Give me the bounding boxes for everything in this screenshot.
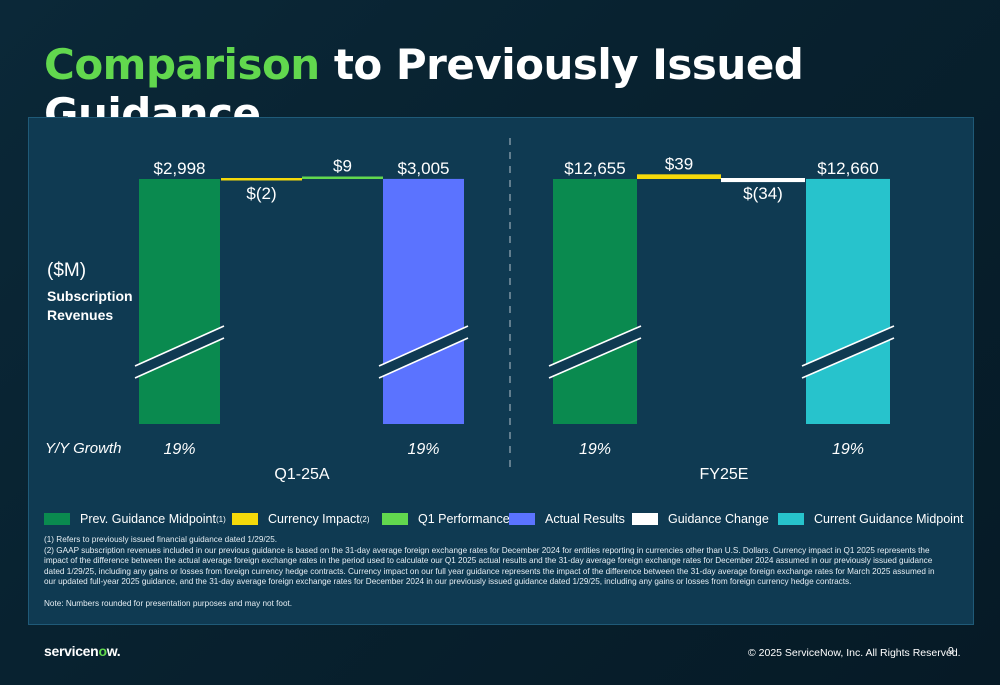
legend-label: Q1 Performance [418,512,510,526]
legend-swatch [232,513,258,525]
bar-fy25e-currency-impact [637,174,721,179]
legend-swatch [778,513,804,525]
bar-fy25e-prev-guidance-midpoint [553,179,637,424]
yoy-growth-label: Y/Y Growth [45,440,122,457]
page-title-rest: to Previously Issued Guidance [44,40,804,138]
legend-label: Prev. Guidance Midpoint [80,512,216,526]
footnote-2: (2) GAAP subscription revenues included … [44,545,935,587]
bar-fy25e-prev-guidance-midpoint-label: $12,655 [564,159,625,178]
bar-q1-25a-prev-guidance-midpoint-break-edge-bottom [134,337,225,379]
legend-item-current-guidance-midpoint: Current Guidance Midpoint [778,512,963,526]
yoy-q1-25a-1: 19% [407,441,439,458]
y-unit-label: ($M) [47,260,87,281]
legend-item-guidance-change: Guidance Change [632,512,769,526]
yoy-fy25e-1: 19% [832,441,864,458]
bar-q1-25a-currency-impact-label: $(2) [246,184,276,203]
legend-swatch [509,513,535,525]
legend-item-q1-performance: Q1 Performance [382,512,510,526]
page-number: 9 [948,645,954,657]
bar-fy25e-current-guidance-midpoint-break [802,326,894,378]
legend-label: Guidance Change [668,512,769,526]
group-label-fy25e: FY25E [700,466,749,483]
legend-footnote-ref: (2) [359,514,370,524]
group-label-q1-25a: Q1-25A [274,466,329,483]
bar-fy25e-current-guidance-midpoint-label: $12,660 [817,159,878,178]
legend-item-currency-impact: Currency Impact (2) [232,512,369,526]
page-title-accent: Comparison [44,40,320,89]
bar-q1-25a-actual-results-label: $3,005 [398,159,450,178]
legend-item-actual-results: Actual Results [509,512,625,526]
copyright: © 2025 ServiceNow, Inc. All Rights Reser… [748,647,961,659]
legend-swatch [632,513,658,525]
bar-q1-25a-prev-guidance-midpoint [139,179,220,424]
legend-swatch [44,513,70,525]
bar-q1-25a-prev-guidance-midpoint-label: $2,998 [154,159,206,178]
bar-q1-25a-actual-results-break-edge-bottom [378,337,469,379]
legend-swatch [382,513,408,525]
legend-item-prev-guidance-midpoint: Prev. Guidance Midpoint (1) [44,512,226,526]
legend-label: Current Guidance Midpoint [814,512,964,526]
servicenow-logo: servicenow. [44,643,121,659]
page-title: Comparison to Previously Issued Guidance [44,40,1000,138]
bar-fy25e-current-guidance-midpoint-break-edge-bottom [801,337,895,379]
bar-fy25e-current-guidance-midpoint-break-edge-top [801,325,895,367]
bar-fy25e-prev-guidance-midpoint-break-edge-bottom [548,337,642,379]
footnotes: (1) Refers to previously issued financia… [44,535,944,588]
bar-fy25e-prev-guidance-midpoint-break [549,326,641,378]
bar-q1-25a-currency-impact [221,178,302,181]
bar-q1-25a-actual-results [383,178,464,424]
bar-q1-25a-prev-guidance-midpoint-break-edge-top [134,325,225,367]
bar-fy25e-currency-impact-label: $39 [665,154,693,173]
bar-q1-25a-q1-performance [302,176,383,179]
legend-label: Currency Impact [268,512,360,526]
bar-fy25e-current-guidance-midpoint [806,178,890,424]
bar-fy25e-prev-guidance-midpoint-break-edge-top [548,325,642,367]
bar-q1-25a-q1-performance-label: $9 [333,157,352,176]
bar-q1-25a-actual-results-break [379,326,468,378]
bar-q1-25a-actual-results-break-edge-top [378,325,469,367]
metric-label: Subscription Revenues [47,288,133,323]
legend-label: Actual Results [545,512,625,526]
bar-q1-25a-prev-guidance-midpoint-break [135,326,224,378]
rounding-note: Note: Numbers rounded for presentation p… [44,599,293,608]
legend: Prev. Guidance Midpoint (1) Currency Impac… [44,512,964,530]
footnote-1: (1) Refers to previously issued financia… [44,535,278,544]
bar-fy25e-guidance-change-label: $(34) [743,184,783,203]
bar-fy25e-guidance-change [721,178,805,183]
yoy-fy25e-0: 19% [579,441,611,458]
legend-footnote-ref: (1) [215,514,226,524]
yoy-q1-25a-0: 19% [163,441,195,458]
